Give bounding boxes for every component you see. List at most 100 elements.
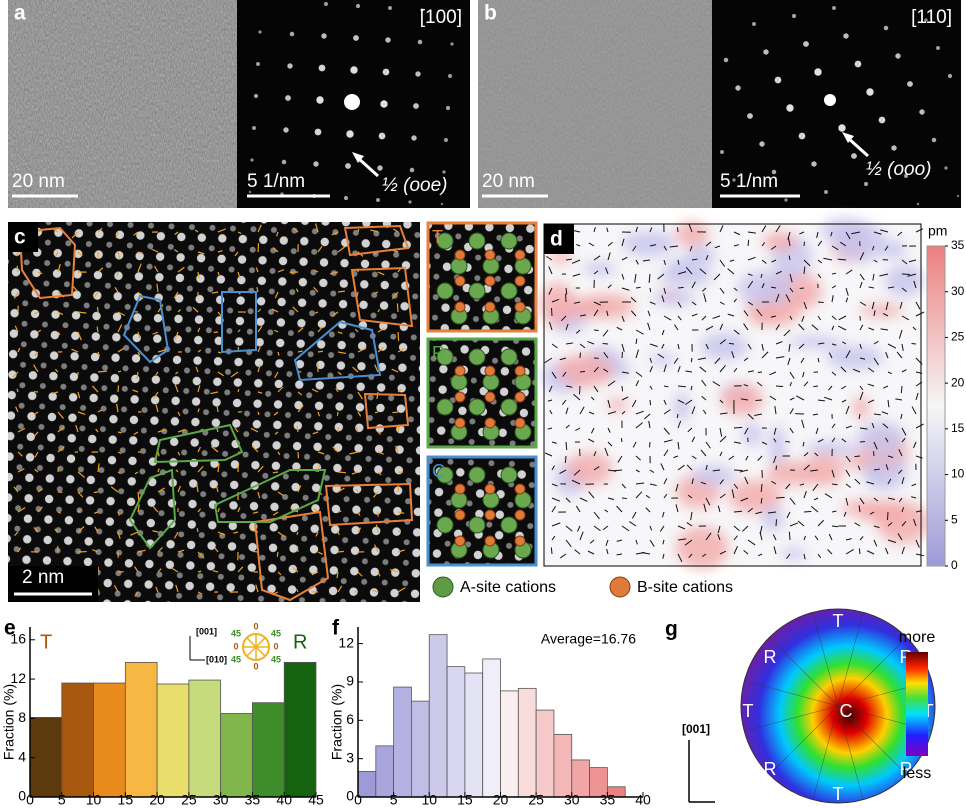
arrow: [789, 408, 794, 415]
arrow: [733, 367, 738, 373]
blob: [607, 398, 628, 412]
arrow: [630, 297, 637, 303]
polar-spoke: [837, 705, 864, 800]
blob: [826, 345, 883, 370]
arrow: [134, 591, 139, 597]
arrow: [915, 392, 919, 401]
spot: [851, 153, 857, 159]
arrow: [812, 483, 819, 491]
arrow: [587, 550, 595, 555]
arrow: [157, 487, 166, 493]
blob: [700, 332, 749, 361]
arrow: [775, 341, 783, 345]
arrow: [669, 245, 679, 248]
arrow: [273, 411, 279, 416]
arrow: [551, 497, 561, 502]
arrow: [873, 413, 881, 416]
arrow: [297, 391, 303, 396]
spot: [924, 18, 928, 22]
arrow: [879, 273, 889, 277]
arrow: [817, 399, 825, 402]
arrow: [743, 323, 749, 331]
arrow: [357, 571, 363, 577]
arrow: [911, 496, 917, 499]
spot: [931, 137, 937, 143]
arrow: [132, 389, 139, 393]
arrow: [77, 411, 86, 416]
arrow: [803, 381, 809, 387]
spot: [759, 141, 765, 147]
polar-label: T: [743, 701, 754, 721]
arrow: [17, 427, 26, 433]
blob: [690, 465, 736, 486]
arrow: [314, 311, 319, 314]
arrow: [572, 273, 581, 277]
arrow: [803, 452, 809, 457]
b-site: [484, 275, 496, 287]
colorbar-label: more: [899, 629, 936, 646]
displacement-arrows: [544, 223, 925, 563]
arrow: [551, 535, 556, 541]
arrow: [719, 412, 728, 415]
arrow: [215, 485, 219, 493]
arrow: [649, 301, 656, 305]
arrow: [548, 266, 553, 275]
arrow: [789, 427, 794, 434]
arrow: [173, 249, 179, 253]
arrow: [760, 483, 763, 492]
arrow: [649, 399, 652, 406]
arrow: [337, 246, 346, 253]
arrow: [276, 551, 279, 557]
legend-a-site: [432, 576, 454, 598]
arrow: [703, 293, 707, 303]
arrow: [217, 371, 224, 377]
arrow: [785, 294, 791, 303]
arrow: [547, 399, 553, 402]
arrow: [117, 431, 122, 434]
arrow: [915, 539, 920, 548]
annotation: [001]: [196, 626, 217, 636]
b-site: [454, 417, 466, 429]
arrow: [642, 259, 651, 262]
arrow: [277, 491, 285, 497]
spot: [752, 22, 756, 26]
arrow: [631, 399, 637, 408]
arrow: [901, 437, 906, 443]
x-tick-label: 15: [118, 792, 134, 808]
arrow: [760, 273, 763, 279]
arrow: [575, 427, 581, 431]
arrow: [314, 223, 319, 233]
zone-axis: [100]: [420, 7, 462, 28]
y-tick-label: 0: [18, 788, 26, 804]
arrow: [645, 507, 651, 513]
arrow: [813, 385, 819, 388]
arrow: [899, 301, 903, 309]
arrow: [613, 469, 623, 472]
arrow: [17, 451, 23, 457]
blob: [857, 421, 905, 455]
b-site: [484, 483, 496, 495]
arrow: [789, 382, 793, 387]
c-domain: [293, 320, 382, 382]
tem-texture: [8, 0, 237, 208]
arrow: [57, 263, 61, 273]
arrow: [296, 425, 299, 433]
spot: [811, 161, 817, 167]
polar-label: C: [840, 701, 853, 721]
arrow: [858, 505, 861, 513]
arrow: [771, 480, 777, 485]
arrow: [895, 398, 903, 401]
arrow: [377, 347, 384, 353]
arrow: [789, 287, 794, 293]
arrow: [828, 352, 833, 359]
arrow: [616, 505, 623, 513]
arrow: [237, 388, 240, 393]
arrow: [197, 251, 205, 255]
arrow: [136, 371, 139, 379]
arrow: [677, 538, 687, 541]
arrow: [831, 325, 835, 331]
bar: [124, 661, 158, 798]
y-tick-label: 16: [10, 630, 26, 646]
arrow: [337, 550, 344, 553]
arrow: [377, 571, 381, 577]
